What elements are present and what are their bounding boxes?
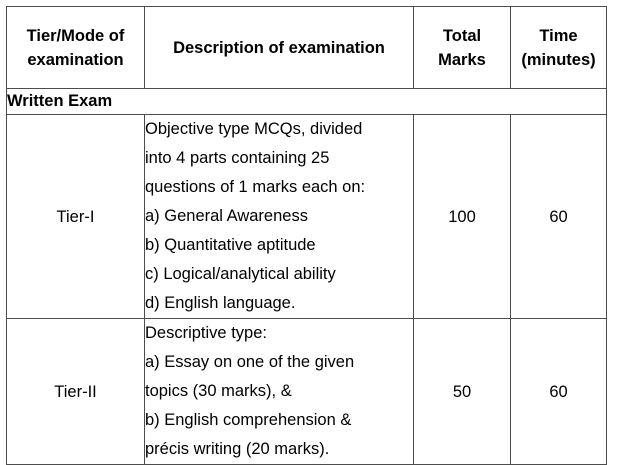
table-row: Tier-II Descriptive type: a) Essay on on…	[6, 318, 607, 465]
table-body: Written Exam Tier-I Objective type MCQs,…	[6, 88, 607, 465]
cell-description: Descriptive type: a) Essay on one of the…	[144, 318, 414, 465]
cell-time-minutes: 60	[510, 114, 607, 319]
cell-time-minutes: 60	[510, 318, 607, 465]
cell-description: Objective type MCQs, divided into 4 part…	[144, 114, 414, 319]
cell-total-marks: 50	[413, 318, 511, 465]
table-header-row: Tier/Mode of examination Description of …	[6, 6, 607, 89]
document-page: Tier/Mode of examination Description of …	[6, 6, 607, 465]
table-header: Tier/Mode of examination Description of …	[6, 6, 607, 89]
column-header-time: Time (minutes)	[510, 6, 607, 89]
column-header-description: Description of examination	[144, 6, 414, 89]
cell-tier-name: Tier-II	[6, 318, 145, 465]
cell-tier-name: Tier-I	[6, 114, 145, 319]
column-header-total-marks: Total Marks	[413, 6, 511, 89]
column-header-tier-mode: Tier/Mode of examination	[6, 6, 145, 89]
table-row: Tier-I Objective type MCQs, divided into…	[6, 114, 607, 319]
section-row-written-exam: Written Exam	[6, 88, 607, 115]
cell-total-marks: 100	[413, 114, 511, 319]
section-label-written-exam: Written Exam	[6, 88, 607, 115]
examination-scheme-table: Tier/Mode of examination Description of …	[6, 6, 607, 465]
